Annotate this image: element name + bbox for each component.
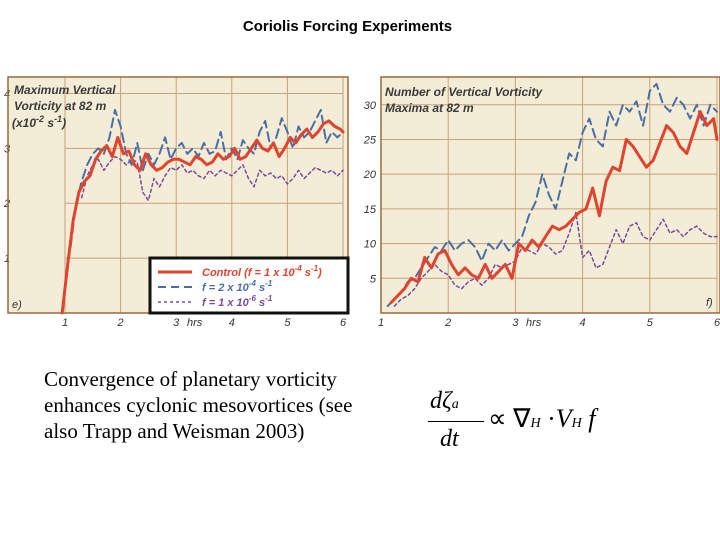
- formula-right-side: ∝ ∇H ·VH f: [488, 404, 596, 433]
- chart-f-title-line-2: Maxima at 82 m: [385, 101, 474, 115]
- e-y-tick-4: 4: [4, 88, 10, 100]
- chart-f-y-tick-labels: 5 10 15 20 25 30: [363, 100, 377, 286]
- f-y-tick-25: 25: [363, 134, 377, 146]
- page-title: Coriolis Forcing Experiments: [242, 18, 453, 35]
- f-x-tick-5: 5: [647, 317, 654, 329]
- chart-e-units-label: (x10-2 s-1): [12, 114, 66, 130]
- e-x-tick-3: 3: [173, 317, 180, 329]
- legend-f1e6-label: f = 1 x 10-6 s-1: [202, 294, 273, 309]
- formula-numerator: dζa: [430, 388, 459, 414]
- f-x-tick-2: 2: [444, 317, 451, 329]
- chart-f-x-tick-labels: 1 2 3 4 5 6: [378, 317, 720, 329]
- f-y-tick-10: 10: [364, 239, 377, 251]
- formula-fraction-bar: [428, 421, 484, 422]
- f-x-tick-6: 6: [714, 317, 720, 329]
- e-series-line-1: [69, 108, 344, 249]
- e-x-tick-2: 2: [117, 317, 124, 329]
- chart-e-series-group: [60, 108, 345, 315]
- caption-text: Convergence of planetary vorticity enhan…: [44, 367, 353, 443]
- e-x-tick-5: 5: [284, 317, 291, 329]
- chart-f-title-line-1: Number of Vertical Vorticity: [385, 85, 543, 99]
- e-x-tick-1: 1: [62, 317, 68, 329]
- chart-e-max-vertical-vorticity: 1 2 3 4 1 2 3 4 5 6 Maximum Vertical Vorticity a…: [3, 76, 350, 329]
- chart-e-title-line-1: Maximum Vertical: [14, 83, 116, 97]
- chart-e-x-unit: hrs: [187, 317, 203, 329]
- f-y-tick-30: 30: [364, 100, 377, 112]
- chart-f-series-group: [386, 82, 719, 308]
- chart-f-gridlines: [380, 77, 718, 313]
- chart-f-frame: [380, 76, 720, 314]
- f-x-tick-1: 1: [378, 317, 384, 329]
- e-series-line-0: [60, 119, 345, 315]
- chart-f-x-unit: hrs: [526, 317, 542, 329]
- chart-e-panel-label: e): [12, 299, 22, 311]
- chart-e-legend: Control (f = 1 x 10-4 s-1) f = 2 x 10-4 …: [148, 256, 350, 315]
- f-series-line-0: [389, 110, 719, 305]
- chart-f-plot-background: [381, 77, 720, 313]
- f-series-line-2: [393, 211, 718, 307]
- chart-e-title-line-2: Vorticity at 82 m: [14, 99, 107, 113]
- f-x-tick-4: 4: [580, 317, 586, 329]
- legend-control-label: Control (f = 1 x 10-4 s-1): [202, 264, 322, 279]
- e-y-tick-1: 1: [4, 253, 10, 265]
- e-series-line-2: [80, 155, 344, 202]
- e-x-tick-6: 6: [340, 317, 347, 329]
- legend-f2e4-label: f = 2 x 10-4 s-1: [202, 279, 273, 294]
- f-y-tick-5: 5: [370, 273, 377, 285]
- chart-f-number-of-vorticity-maxima: 5 10 15 20 25 30 1 2 3 4 5 6 Number of Vertical Vo…: [363, 76, 720, 329]
- f-y-tick-20: 20: [363, 169, 377, 181]
- f-series-line-1: [386, 82, 718, 308]
- f-x-tick-3: 3: [512, 317, 519, 329]
- f-y-tick-15: 15: [364, 204, 377, 216]
- vorticity-formula: dζa dt ∝ ∇H ·VH f: [418, 388, 628, 458]
- e-y-tick-2: 2: [3, 198, 10, 210]
- e-x-tick-4: 4: [229, 317, 235, 329]
- chart-e-x-tick-labels: 1 2 3 4 5 6: [62, 317, 347, 329]
- chart-f-panel-label: f): [706, 297, 713, 309]
- formula-denominator: dt: [440, 426, 459, 452]
